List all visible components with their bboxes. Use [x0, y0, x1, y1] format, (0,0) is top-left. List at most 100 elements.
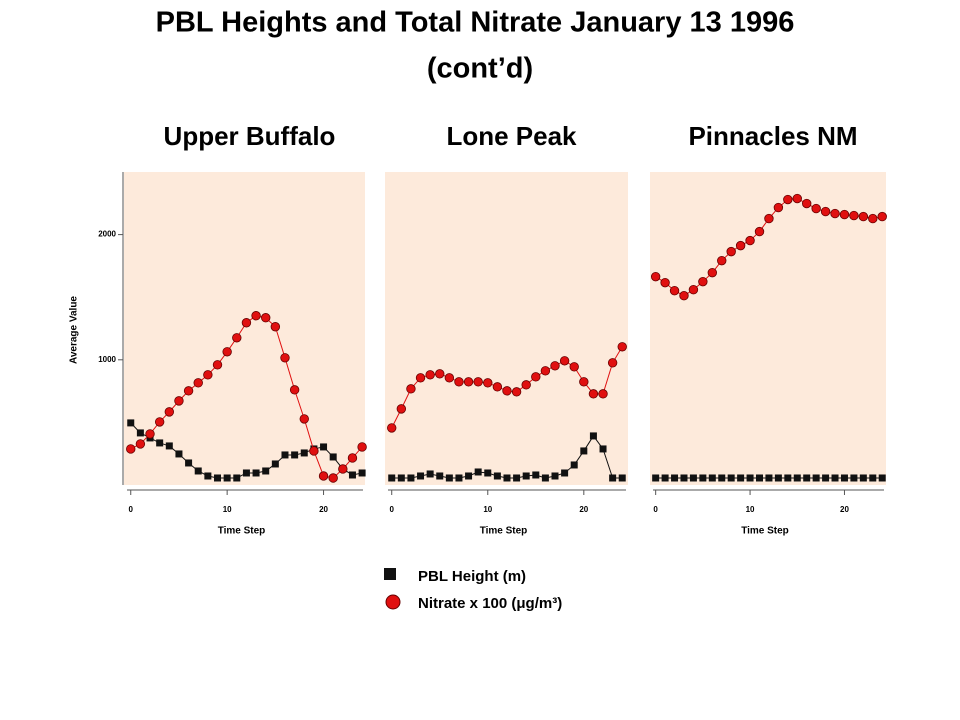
point	[483, 378, 493, 388]
point	[156, 439, 164, 447]
point	[698, 276, 708, 287]
legend-label: PBL Height (m)	[418, 568, 526, 585]
y-axis-label: Average Value	[69, 296, 80, 364]
point	[320, 443, 328, 451]
point	[194, 467, 202, 475]
point	[650, 271, 661, 282]
point	[241, 318, 252, 328]
legend-marker	[385, 594, 401, 610]
point	[261, 313, 271, 323]
point	[764, 213, 774, 224]
x-tick-label: 0	[389, 505, 394, 514]
slide-title: PBL Heights and Total Nitrate January 13…	[156, 7, 795, 39]
point	[425, 370, 435, 380]
point	[474, 468, 482, 476]
point	[811, 203, 821, 214]
point	[233, 474, 241, 482]
point	[599, 445, 607, 453]
point	[270, 322, 281, 332]
point	[397, 474, 405, 482]
point	[878, 474, 886, 482]
point	[136, 429, 144, 437]
point	[251, 311, 261, 321]
point	[511, 387, 522, 397]
point	[309, 446, 319, 456]
x-axis-label: Time Step	[741, 526, 789, 537]
point	[839, 209, 850, 220]
point	[745, 235, 755, 246]
point	[299, 414, 309, 424]
plot-area	[650, 172, 886, 485]
point	[484, 469, 492, 477]
x-tick-label: 10	[483, 505, 492, 514]
point	[492, 382, 503, 392]
point	[580, 447, 588, 455]
point	[820, 206, 831, 217]
point	[607, 358, 618, 368]
point	[262, 467, 270, 475]
point	[588, 389, 599, 399]
point	[792, 193, 802, 204]
point	[570, 461, 578, 469]
point	[561, 469, 569, 477]
point	[679, 290, 689, 301]
point	[415, 373, 426, 383]
point	[318, 471, 329, 481]
point	[396, 404, 407, 414]
point	[559, 356, 570, 366]
point	[617, 342, 627, 352]
point	[357, 442, 367, 452]
point	[127, 419, 135, 427]
x-tick-label: 10	[223, 505, 232, 514]
point	[175, 450, 183, 458]
point	[541, 474, 549, 482]
point	[569, 362, 579, 372]
x-tick-label: 0	[653, 505, 658, 514]
point	[242, 469, 250, 477]
point	[204, 472, 212, 480]
point	[503, 474, 511, 482]
x-axis-label: Time Step	[480, 526, 528, 537]
point	[329, 453, 337, 461]
point	[579, 377, 589, 387]
point	[859, 474, 867, 482]
point	[609, 474, 617, 482]
point	[493, 472, 501, 480]
point	[338, 464, 348, 474]
point	[358, 469, 366, 477]
point	[406, 384, 416, 394]
point	[774, 474, 782, 482]
point	[671, 474, 679, 482]
point	[689, 474, 697, 482]
point	[589, 432, 597, 440]
point	[868, 213, 878, 224]
plot-area	[124, 172, 365, 485]
point	[473, 377, 483, 387]
point	[222, 347, 232, 357]
point	[193, 378, 203, 388]
point	[618, 474, 626, 482]
point	[754, 226, 765, 237]
point	[455, 474, 463, 482]
point	[699, 474, 707, 482]
point	[463, 377, 474, 387]
point	[708, 474, 716, 482]
point	[765, 474, 773, 482]
point	[822, 474, 830, 482]
point	[300, 449, 308, 457]
chart-title: Pinnacles NM	[688, 121, 857, 151]
slide-subtitle: (cont’d)	[427, 53, 533, 85]
point	[444, 373, 455, 383]
point	[271, 460, 279, 468]
point	[727, 474, 735, 482]
point	[531, 372, 541, 382]
point	[174, 396, 184, 406]
point	[183, 386, 194, 396]
point	[145, 429, 155, 439]
point	[454, 377, 464, 387]
point	[802, 198, 812, 209]
point	[164, 407, 175, 417]
point	[135, 439, 146, 449]
x-tick-label: 0	[129, 505, 134, 514]
